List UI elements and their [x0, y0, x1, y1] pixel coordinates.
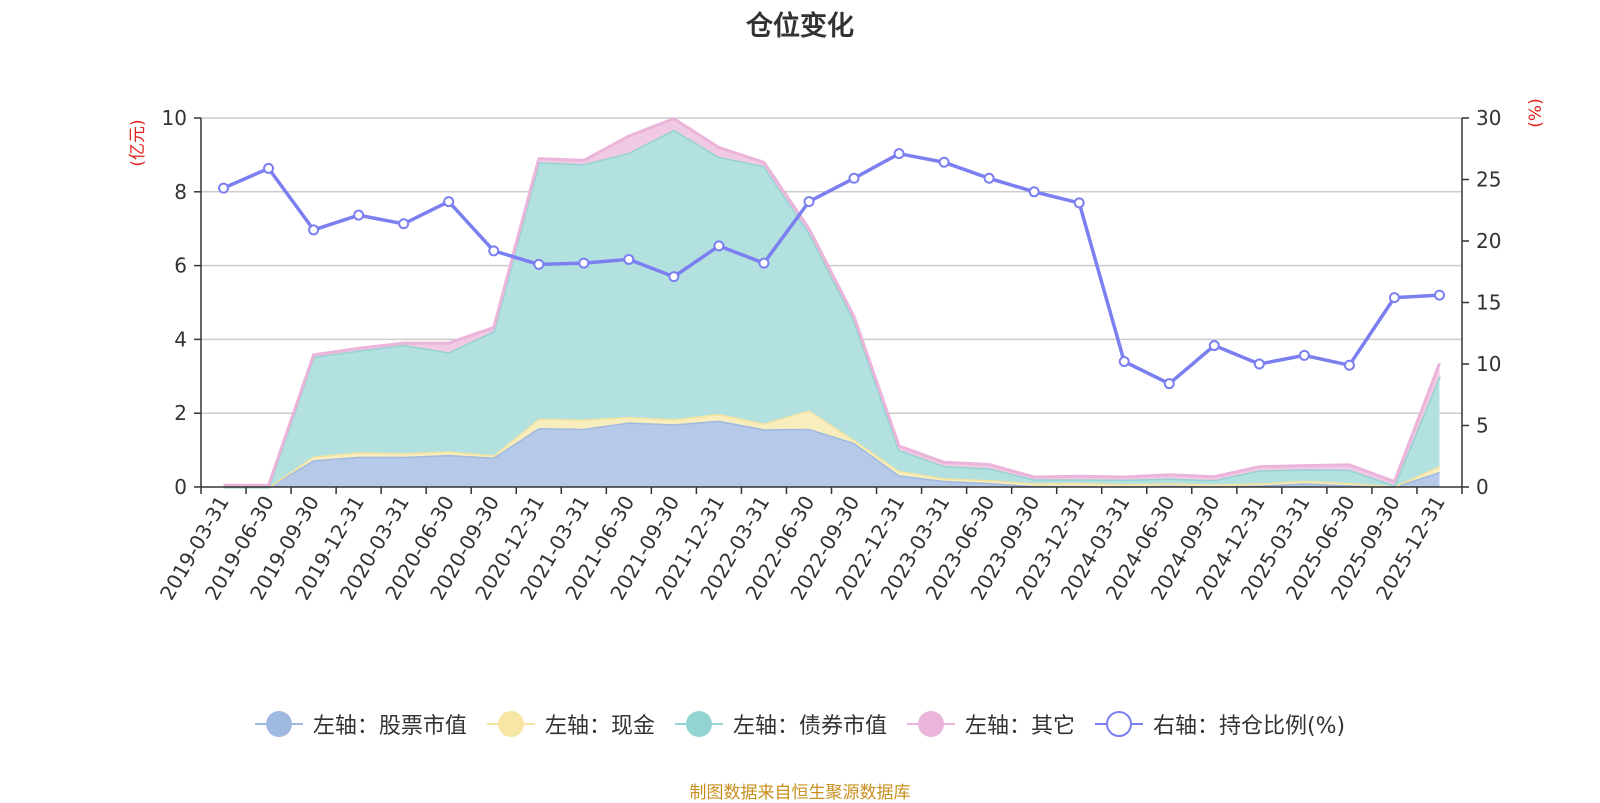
- legend-swatch-ratio: [1094, 709, 1143, 739]
- chart-title: 仓位变化: [746, 11, 854, 42]
- area-fill: [223, 420, 1440, 487]
- ratio-point: [263, 162, 275, 174]
- ratio-point: [668, 271, 680, 283]
- ratio-point: [758, 257, 770, 269]
- chart-plot: 02468100510152025302019-03-312019-06-302…: [128, 98, 1546, 604]
- legend-item-bond[interactable]: 左轴：债券市值: [674, 708, 887, 740]
- legend-label-cash: 左轴：现金: [544, 714, 655, 739]
- ratio-point: [1253, 358, 1265, 370]
- ratio-point: [533, 258, 545, 270]
- ratio-point: [398, 218, 410, 230]
- source-note: 制图数据来自恒生聚源数据库: [689, 783, 911, 803]
- ratio-point: [848, 172, 860, 184]
- y-left-tick-label: 8: [174, 180, 187, 204]
- ratio-point: [1433, 289, 1445, 301]
- legend-swatch-stock: [254, 709, 303, 739]
- ratio-point: [353, 209, 365, 221]
- legend-item-other[interactable]: 左轴：其它: [906, 708, 1075, 740]
- legend: 左轴：股票市值 左轴：现金 左轴：债券市值 左轴：其它 右轴：持仓比例(%): [0, 706, 1600, 742]
- ratio-point: [938, 156, 950, 168]
- legend-item-stock[interactable]: 左轴：股票市值: [254, 708, 467, 740]
- ratio-point: [308, 224, 320, 236]
- left-axis-unit: (亿元): [128, 119, 148, 166]
- ratio-point: [1343, 359, 1355, 371]
- ratio-point: [983, 172, 995, 184]
- ratio-point: [1163, 378, 1175, 390]
- y-left-tick-label: 2: [174, 401, 187, 425]
- legend-label-other: 左轴：其它: [964, 714, 1075, 739]
- ratio-point: [1298, 349, 1310, 361]
- ratio-point: [893, 148, 905, 160]
- ratio-point: [1388, 292, 1400, 304]
- ratio-point: [1208, 340, 1220, 352]
- legend-item-cash[interactable]: 左轴：现金: [486, 708, 655, 740]
- legend-swatch-bond: [674, 709, 723, 739]
- y-right-tick-label: 5: [1476, 414, 1489, 438]
- ratio-point: [443, 196, 455, 208]
- y-right-tick-label: 30: [1476, 106, 1501, 130]
- ratio-line: [222, 151, 1440, 386]
- axes: [194, 117, 1469, 494]
- y-right-tick-label: 15: [1476, 291, 1501, 315]
- y-right-tick-label: 25: [1476, 168, 1501, 192]
- legend-label-ratio: 右轴：持仓比例(%): [1152, 714, 1346, 739]
- legend-label-bond: 左轴：债券市值: [732, 714, 887, 739]
- y-left-tick-label: 6: [174, 254, 187, 278]
- legend-label-stock: 左轴：股票市值: [312, 714, 467, 739]
- legend-swatch-cash: [486, 709, 535, 739]
- y-right-tick-label: 10: [1476, 352, 1501, 376]
- ratio-point: [1073, 197, 1085, 209]
- y-left-tick-label: 0: [174, 475, 187, 499]
- ratio-point: [218, 182, 230, 194]
- area-fill: [223, 129, 1440, 488]
- stacked-areas: [223, 117, 1441, 489]
- right-axis-unit: (%): [1526, 98, 1546, 127]
- ratio-point: [488, 245, 500, 257]
- ratio-point: [1118, 356, 1130, 368]
- ratio-point: [713, 240, 725, 252]
- ratio-point: [1028, 186, 1040, 198]
- legend-item-ratio[interactable]: 右轴：持仓比例(%): [1094, 708, 1346, 740]
- ratio-point: [623, 253, 635, 265]
- ratio-point: [803, 196, 815, 208]
- legend-swatch-other: [906, 709, 955, 739]
- y-right-tick-label: 20: [1476, 229, 1501, 253]
- ratio-line-layer: [218, 148, 1445, 390]
- y-left-tick-label: 10: [162, 106, 187, 130]
- y-left-tick-label: 4: [174, 327, 187, 351]
- y-right-tick-label: 0: [1476, 475, 1489, 499]
- ratio-point: [578, 257, 590, 269]
- area-edge-line: [223, 117, 1441, 487]
